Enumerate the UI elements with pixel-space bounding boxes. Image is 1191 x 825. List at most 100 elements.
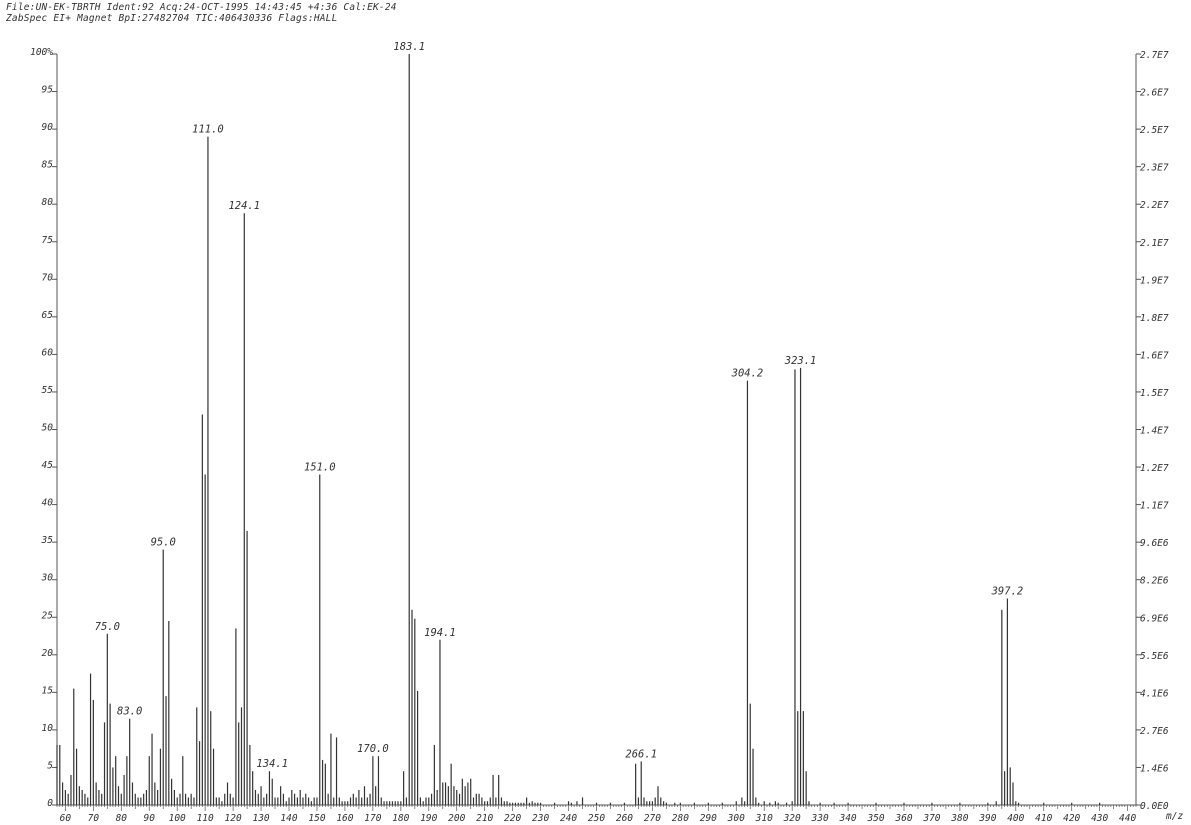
y-tick-label-left: 65 xyxy=(42,310,54,321)
x-tick-label: 440 xyxy=(1119,813,1136,824)
peak-label: 151.0 xyxy=(304,462,336,474)
y-tick-label-left: 75 xyxy=(42,235,54,246)
x-tick-label: 430 xyxy=(1091,813,1108,824)
y-tick-label-right: 1.4E6 xyxy=(1140,763,1169,774)
x-tick-label: 150 xyxy=(308,813,325,824)
y-tick-label-left: 30 xyxy=(41,573,54,584)
y-tick-label-left: 85 xyxy=(42,160,54,171)
y-tick-label-left: 50 xyxy=(42,423,54,434)
x-tick-label: 70 xyxy=(88,813,100,824)
y-tick-label-left: 80 xyxy=(42,197,54,208)
x-tick-label: 410 xyxy=(1035,813,1052,824)
x-tick-label: 90 xyxy=(144,813,156,824)
y-tick-label-right: 1.4E7 xyxy=(1140,426,1169,437)
peak-label: 75.0 xyxy=(95,621,120,633)
x-tick-label: 100 xyxy=(169,813,186,824)
peak-label: 134.1 xyxy=(256,758,288,770)
x-tick-label: 200 xyxy=(448,813,465,824)
peak-label: 323.1 xyxy=(784,355,817,367)
x-tick-label: 140 xyxy=(280,813,297,824)
x-tick-label: 120 xyxy=(225,813,242,824)
chart-axes: 100%959085807570656055504540353025201510… xyxy=(30,47,1183,824)
x-tick-label: 300 xyxy=(727,813,745,824)
x-tick-label: 80 xyxy=(116,813,128,824)
x-tick-label: 350 xyxy=(866,813,884,824)
y-tick-label-right: 1.1E7 xyxy=(1140,501,1169,512)
y-tick-label-left: 5 xyxy=(47,760,53,771)
peak-label: 170.0 xyxy=(357,743,389,755)
y-tick-label-right: 2.1E7 xyxy=(1140,238,1169,249)
y-tick-label-right: 1.8E7 xyxy=(1140,313,1169,324)
x-tick-label: 240 xyxy=(560,813,577,824)
y-tick-label-right: 1.5E7 xyxy=(1140,388,1169,399)
x-tick-label: 380 xyxy=(950,813,968,824)
peak-label: 304.2 xyxy=(731,368,764,380)
x-tick-label: 390 xyxy=(978,813,996,824)
x-tick-label: 60 xyxy=(60,813,72,824)
y-tick-label-right: 2.5E7 xyxy=(1140,125,1169,136)
y-tick-label-left: 15 xyxy=(42,685,54,696)
x-tick-label: 310 xyxy=(755,813,773,824)
y-tick-label-right: 5.5E6 xyxy=(1140,651,1169,662)
peak-label: 124.1 xyxy=(228,200,260,212)
x-tick-label: 250 xyxy=(588,813,605,824)
y-tick-label-right: 2.6E7 xyxy=(1140,88,1169,99)
y-tick-label-left: 40 xyxy=(42,498,54,509)
peak-label: 397.2 xyxy=(991,585,1024,597)
y-tick-label-right: 2.3E7 xyxy=(1140,163,1169,174)
x-tick-label: 330 xyxy=(811,813,829,824)
y-tick-label-left: 95 xyxy=(42,85,54,96)
y-tick-label-right: 9.6E6 xyxy=(1140,538,1169,549)
y-tick-label-left: 55 xyxy=(42,385,54,396)
x-tick-label: 190 xyxy=(420,813,437,824)
y-tick-label-left: 70 xyxy=(42,272,54,283)
x-tick-label: 360 xyxy=(894,813,912,824)
y-tick-label-right: 4.1E6 xyxy=(1140,688,1169,699)
x-tick-label: 170 xyxy=(364,813,381,824)
y-tick-label-right: 2.7E7 xyxy=(1140,50,1169,61)
x-tick-label: 340 xyxy=(838,813,856,824)
x-tick-label: 110 xyxy=(197,813,214,824)
y-tick-label-right: 2.2E7 xyxy=(1140,200,1169,211)
peak-label: 111.0 xyxy=(192,124,224,136)
x-tick-label: 290 xyxy=(700,813,717,824)
x-tick-label: 210 xyxy=(476,813,493,824)
x-tick-label: 180 xyxy=(392,813,409,824)
y-tick-label-right: 0.0E0 xyxy=(1140,801,1169,812)
x-tick-label: 280 xyxy=(672,813,689,824)
x-tick-label: 270 xyxy=(644,813,661,824)
instrument-info-line: ZabSpec EI+ Magnet BpI:27482704 TIC:4064… xyxy=(6,13,338,24)
y-tick-label-right: 1.6E7 xyxy=(1140,350,1169,361)
y-tick-label-right: 1.2E7 xyxy=(1140,463,1169,474)
y-tick-label-left: 90 xyxy=(42,122,54,133)
y-tick-label-right: 2.7E6 xyxy=(1140,726,1169,737)
x-tick-label: 370 xyxy=(922,813,940,824)
y-tick-label-left: 10 xyxy=(42,723,54,734)
y-tick-label-left: 60 xyxy=(42,347,54,358)
x-axis-label: m/z xyxy=(1165,811,1183,822)
peak-label: 95.0 xyxy=(151,537,176,549)
y-tick-label-left: 100% xyxy=(30,47,53,58)
x-tick-label: 320 xyxy=(783,813,801,824)
y-tick-label-left: 20 xyxy=(42,648,54,659)
x-tick-label: 260 xyxy=(616,813,633,824)
peak-label: 266.1 xyxy=(625,748,657,760)
y-tick-label-left: 0 xyxy=(47,798,53,809)
x-tick-label: 130 xyxy=(252,813,269,824)
x-tick-label: 160 xyxy=(336,813,353,824)
file-info-line: File:UN-EK-TBRTH Ident:92 Acq:24-OCT-199… xyxy=(6,2,397,13)
y-tick-label-right: 8.2E6 xyxy=(1140,576,1169,587)
spectrum-peaks xyxy=(56,54,1101,805)
peak-label: 183.1 xyxy=(393,41,425,53)
y-tick-label-right: 1.9E7 xyxy=(1140,275,1169,286)
y-tick-label-right: 6.9E6 xyxy=(1140,613,1169,624)
x-tick-label: 420 xyxy=(1063,813,1080,824)
y-tick-label-left: 35 xyxy=(41,535,54,546)
x-tick-label: 220 xyxy=(504,813,521,824)
y-tick-label-left: 45 xyxy=(42,460,54,471)
x-tick-label: 230 xyxy=(532,813,549,824)
peak-label: 194.1 xyxy=(424,627,456,639)
peak-labels: 75.0 83.0 95.0 111.0 124.1 134.1 151.0 170.0 183… xyxy=(95,41,1024,770)
x-tick-label: 400 xyxy=(1007,813,1024,824)
